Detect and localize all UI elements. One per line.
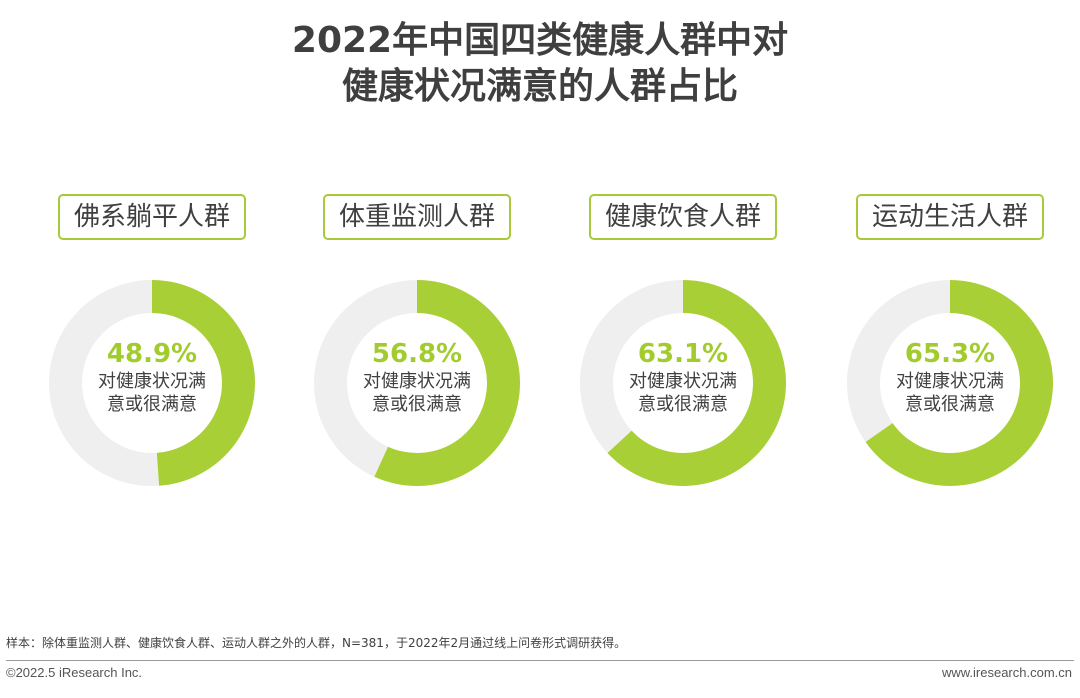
donut-remainder-slice <box>48 280 160 486</box>
website-link[interactable]: www.iresearch.com.cn <box>941 665 1072 680</box>
donut-value-slice <box>374 280 520 487</box>
copyright: ©2022.5 iResearch Inc. <box>6 665 143 680</box>
center-desc-line-1: 对健康状况满 <box>98 371 206 392</box>
donut-chart <box>847 280 1053 486</box>
panel-1: 体重监测人群 56.8% 对健康状况满 意或很满意 <box>297 194 537 494</box>
donut-chart <box>314 280 520 487</box>
center-text: 48.9% 对健康状况满 意或很满意 <box>32 338 272 416</box>
percent-label: 48.9% <box>106 339 198 369</box>
title-line-1: 2022年中国四类健康人群中对 <box>291 20 789 61</box>
donut-value-slice <box>152 280 255 486</box>
donut-chart <box>580 280 786 486</box>
donut-value-slice <box>865 280 1053 486</box>
percent-label: 65.3% <box>904 339 996 369</box>
center-desc-line-2: 意或很满意 <box>638 394 728 415</box>
group-label: 佛系躺平人群 <box>57 194 247 240</box>
center-desc-line-1: 对健康状况满 <box>629 371 737 392</box>
panel-0: 佛系躺平人群 48.9% 对健康状况满 意或很满意 <box>32 194 272 494</box>
percent-label: 63.1% <box>637 339 729 369</box>
center-text: 65.3% 对健康状况满 意或很满意 <box>830 338 1070 416</box>
center-desc-line-2: 意或很满意 <box>107 394 197 415</box>
donut-value-slice <box>607 280 786 486</box>
panel-3: 运动生活人群 65.3% 对健康状况满 意或很满意 <box>830 194 1070 494</box>
percent-label: 56.8% <box>371 339 463 369</box>
center-desc-line-2: 意或很满意 <box>905 394 995 415</box>
group-label: 体重监测人群 <box>322 194 512 240</box>
footer-divider <box>6 660 1074 661</box>
donut-remainder-slice <box>314 280 417 477</box>
center-desc-line-2: 意或很满意 <box>372 394 462 415</box>
center-text: 56.8% 对健康状况满 意或很满意 <box>297 338 537 416</box>
center-desc-line-1: 对健康状况满 <box>896 371 1004 392</box>
group-label: 健康饮食人群 <box>588 194 778 240</box>
donut-remainder-slice <box>847 280 950 442</box>
center-desc-line-1: 对健康状况满 <box>363 371 471 392</box>
sample-note: 样本：除体重监测人群、健康饮食人群、运动人群之外的人群，N=381，于2022年… <box>6 636 627 650</box>
panel-2: 健康饮食人群 63.1% 对健康状况满 意或很满意 <box>563 194 803 494</box>
center-text: 63.1% 对健康状况满 意或很满意 <box>563 338 803 416</box>
donut-chart <box>48 280 255 486</box>
donut-remainder-slice <box>580 280 683 454</box>
title-line-2: 健康状况满意的人群占比 <box>341 66 738 107</box>
chart-title: 2022年中国四类健康人群中对 健康状况满意的人群占比 <box>0 18 1080 110</box>
group-label: 运动生活人群 <box>855 194 1045 240</box>
